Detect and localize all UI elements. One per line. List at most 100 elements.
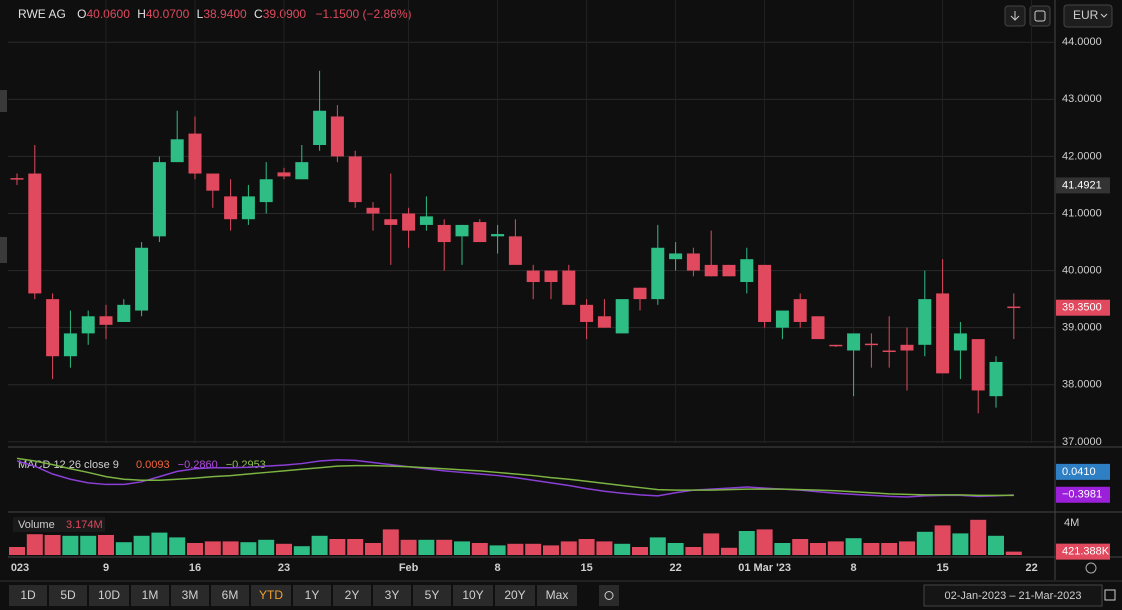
candle-body [615,299,629,334]
settings-icon[interactable] [1085,562,1097,574]
price-marker-label: 421.388K [1062,546,1110,558]
y-tick-label: 40.0000 [1062,265,1102,277]
candle-body [704,264,718,277]
price-marker-box [1056,177,1110,194]
candle-body [900,344,914,351]
volume-bar [151,532,168,555]
candle-body [152,162,166,237]
volume-bar [649,537,666,555]
volume-bar [899,541,915,555]
x-tick-label: 23 [278,562,290,574]
y-tick-label: 43.0000 [1062,93,1102,105]
candle-body [971,339,985,391]
calendar-icon[interactable] [1104,589,1116,601]
candle-body [597,316,611,328]
price-marker-box [1056,463,1110,480]
price-marker-label: 39.3500 [1062,302,1102,314]
range-label: Max [546,588,569,602]
volume-bar [845,538,862,555]
volume-bar [614,543,631,555]
range-button[interactable] [293,585,331,606]
price-marker-box [1056,299,1110,316]
x-tick-label: 15 [936,562,948,574]
range-button[interactable] [537,585,577,606]
volume-bar [578,539,595,555]
indicator-line [16,457,1014,497]
candle-body [10,178,24,180]
range-button[interactable] [89,585,129,606]
fullscreen-button[interactable] [1029,5,1051,27]
range-button[interactable] [9,585,47,606]
volume-bar [721,547,737,555]
indicator-value: −0.2953 [226,459,266,471]
volume-bar [774,543,791,555]
candle-body [864,343,878,346]
range-button[interactable] [373,585,411,606]
price-marker-box [1056,486,1110,503]
candle-body [419,216,433,225]
volume-bar [62,535,79,555]
candle-body [295,162,309,180]
candle-body [740,259,754,283]
range-label: 10Y [462,588,483,602]
toolbar-settings[interactable] [599,585,619,606]
y-tick-label: 37.0000 [1062,436,1102,448]
candle-body [117,304,131,322]
candle-body [188,133,202,174]
y-tick-label: 39.0000 [1062,322,1102,334]
volume-bar [169,537,186,555]
download-icon [1010,11,1020,21]
change: −1.1500 (−2.86%) [315,7,411,21]
candle-body [402,213,416,231]
y-tick-label: 42.0000 [1062,150,1102,162]
range-label: 10D [98,588,120,602]
volume-bar [311,535,328,555]
range-button[interactable] [251,585,291,606]
ohlc-value: 40.0700 [146,7,190,21]
volume-bar [418,539,435,555]
range-button[interactable] [49,585,87,606]
candle-body [28,173,42,294]
ohlc-key: O [77,7,86,21]
candle-body [758,264,772,322]
price-marker-label: 0.0410 [1062,466,1096,478]
currency-dropdown[interactable] [1063,4,1113,28]
volume-bar [258,539,275,555]
range-button[interactable] [333,585,371,606]
range-button[interactable] [171,585,209,606]
range-button[interactable] [211,585,249,606]
side-tab[interactable] [0,90,7,112]
volume-bar [382,529,399,555]
volume-bar [756,529,773,555]
volume-bar [685,547,702,555]
chevron [1100,13,1108,18]
volume-bar [632,547,648,555]
candle-body [330,116,344,157]
x-tick-label: 22 [1025,562,1037,574]
date-range-box[interactable] [923,584,1103,607]
volume-bar [276,543,292,555]
range-button[interactable] [131,585,169,606]
candle-body [46,299,60,357]
volume-bar [187,543,203,555]
candle-body [669,253,683,260]
x-tick-label: 01 Mar '23 [738,562,791,574]
ohlc-key: H [137,7,146,21]
candle-body [63,333,77,357]
side-tab[interactable] [0,237,7,263]
x-tick-label: 16 [189,562,201,574]
range-label: 1Y [305,588,320,602]
volume-bar [543,545,559,555]
volume-bar [525,543,542,555]
price-marker-label: −0.3981 [1062,489,1102,501]
range-button[interactable] [413,585,451,606]
range-button[interactable] [453,585,493,606]
volume-bar [970,519,987,555]
volume-bar [454,541,470,555]
candle-body [455,224,469,237]
fullscreen-icon [1034,10,1046,22]
range-button[interactable] [495,585,535,606]
candle-body [491,234,505,237]
volume-bar [988,535,1004,555]
